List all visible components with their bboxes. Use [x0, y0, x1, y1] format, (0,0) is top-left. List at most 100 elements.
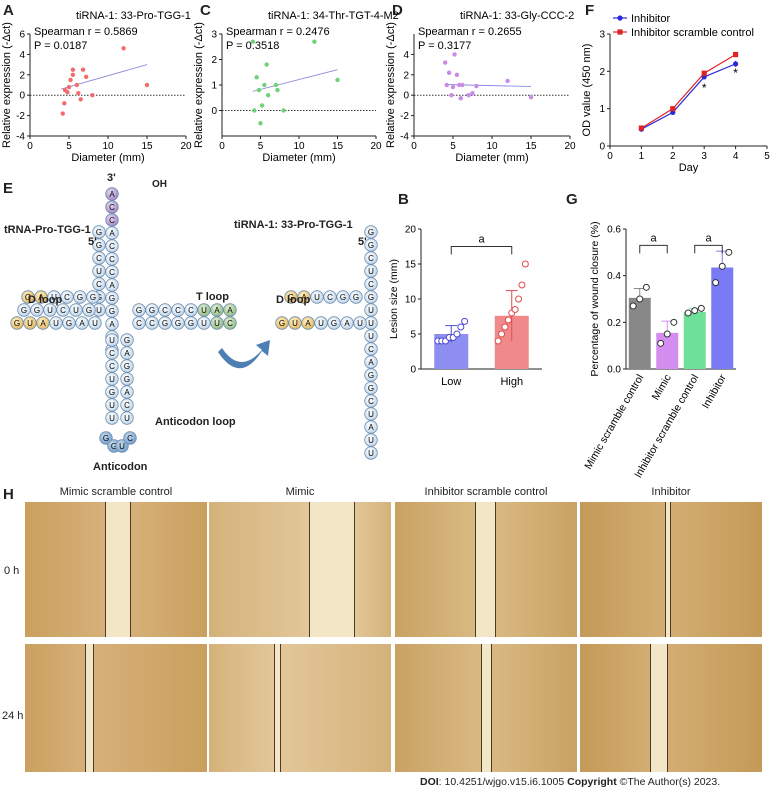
- nucleotide: [223, 303, 237, 317]
- nucleotide: [73, 290, 87, 304]
- nucleotide: [364, 290, 378, 304]
- y-axis-label: Percentage of wound closure (%): [589, 221, 601, 376]
- y-tick-label: 2: [211, 55, 217, 66]
- data-point: [511, 306, 519, 313]
- nucleotide: [120, 359, 134, 373]
- panel-letter-b: B: [398, 191, 409, 208]
- significance-bracket: [639, 244, 668, 254]
- nucleotide-letter: U: [96, 267, 102, 276]
- nucleotide-letter: A: [40, 319, 46, 328]
- nucleotide-letter: U: [214, 319, 220, 328]
- series-point: [670, 106, 676, 112]
- nucleotide-letter: C: [175, 306, 181, 315]
- nucleotide-letter: A: [109, 281, 115, 290]
- wound-row-label-24h: 24 h: [2, 710, 24, 722]
- nucleotide: [120, 411, 134, 425]
- nucleotide: [105, 346, 119, 360]
- x-tick-label: 0: [27, 141, 33, 152]
- y-axis-label: Relative expression (-Δct): [1, 22, 13, 148]
- nucleotide-letter: G: [331, 319, 337, 328]
- nucleotide-letter: C: [96, 280, 102, 289]
- nucleotide-letter: U: [51, 293, 57, 302]
- x-axis-label: Day: [679, 162, 699, 174]
- nucleotide-letter: C: [188, 306, 194, 315]
- y-tick-label: 4: [19, 50, 25, 61]
- series-point: [733, 51, 739, 58]
- nucleotide-letter: A: [109, 190, 115, 199]
- nucleotide-letter: C: [127, 434, 133, 443]
- x-axis-label: Diameter (mm): [262, 152, 335, 164]
- nucleotide: [88, 316, 102, 330]
- chart-title: tiRNA-1: 33-Pro-TGG-1: [76, 10, 191, 22]
- data-point: [256, 87, 262, 93]
- y-tick-label: 15: [405, 260, 417, 271]
- nucleotide: [364, 251, 378, 265]
- anticodon-loop-label: Anticodon loop: [155, 416, 236, 428]
- y-axis-label: Relative expression (-Δct): [193, 22, 205, 148]
- nucleotide: [364, 303, 378, 317]
- series-point: [701, 70, 707, 76]
- x-tick-label: 20: [564, 141, 576, 152]
- wound-edge-line: [670, 502, 671, 637]
- nucleotide-letter: U: [109, 414, 115, 423]
- data-point: [76, 90, 81, 96]
- wound-edge-line: [93, 644, 94, 772]
- panel-letter-a: A: [3, 2, 14, 19]
- nucleotide-letter: G: [124, 362, 130, 371]
- nucleotide: [56, 303, 70, 317]
- data-point: [252, 108, 257, 113]
- y-tick-label: 1: [599, 104, 605, 115]
- wound-edge-line: [650, 644, 651, 772]
- legend-label: Inhibitor: [631, 13, 670, 25]
- x-tick-label: 0: [219, 141, 225, 152]
- y-axis-label: OD value (450 nm): [581, 44, 593, 137]
- nucleotide: [353, 316, 367, 330]
- nucleotide-letter: U: [109, 401, 115, 410]
- nucleotide-letter: C: [149, 319, 155, 328]
- wound-edge-line: [130, 502, 131, 637]
- x-category-label: Mimic scramble control: [582, 373, 646, 472]
- wound-micrograph: [209, 502, 391, 637]
- data-point: [281, 108, 286, 113]
- nucleotide: [120, 346, 134, 360]
- nucleotide: [105, 398, 119, 412]
- data-point: [697, 304, 705, 312]
- x-category-label: Inhibitor: [700, 372, 729, 411]
- nucleotide-letter: U: [96, 306, 102, 315]
- nucleotide: [105, 317, 119, 331]
- y-tick-label: 0.4: [607, 271, 621, 282]
- nucleotide-letter: G: [368, 293, 374, 302]
- nucleotide-letter: U: [314, 293, 320, 302]
- data-point: [144, 82, 150, 88]
- nucleotide: [364, 264, 378, 278]
- data-point: [629, 302, 637, 310]
- nucleotide: [17, 303, 31, 317]
- chart-d: 0 5 10 15 20 -4 -2 0 2 4 Diameter (mm) Relative exp…: [385, 10, 576, 164]
- p-value-stat: P = 0.3518: [226, 40, 279, 52]
- x-tick-label: 4: [733, 151, 739, 162]
- nucleotide-letter: U: [357, 319, 363, 328]
- x-tick-label: 10: [293, 141, 305, 152]
- chart-title: tiRNA-1: 34-Thr-TGT-4-M2: [268, 10, 399, 22]
- data-point: [636, 295, 644, 303]
- data-point: [65, 89, 70, 95]
- nucleotide: [86, 290, 100, 304]
- wound-edge-line: [280, 644, 281, 772]
- data-point: [498, 330, 506, 338]
- data-point: [457, 82, 462, 88]
- nucleotide-letter: C: [109, 255, 115, 264]
- nucleotide-letter: U: [73, 306, 79, 315]
- y-tick-label: 2: [599, 67, 605, 78]
- nucleotide-letter: C: [109, 203, 115, 212]
- nucleotide: [115, 439, 129, 453]
- nucleotide: [105, 265, 119, 279]
- data-point: [449, 93, 454, 98]
- doi-label: DOI: [420, 776, 439, 788]
- nucleotide: [120, 398, 134, 412]
- data-point: [528, 95, 534, 100]
- wound-col-label-1: Mimic scramble control: [59, 486, 173, 498]
- data-point: [725, 248, 733, 256]
- x-tick-label: 10: [486, 141, 498, 152]
- chart-a: 0 5 10 15 20 -4 -2 0 2 4 6 Diameter (mm) Relative ex…: [1, 10, 192, 164]
